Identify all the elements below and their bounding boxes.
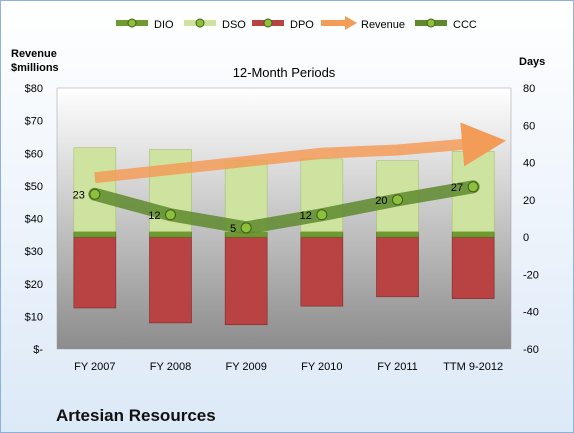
left-tick-label: $60 — [25, 148, 43, 160]
ccc-data-label: 20 — [375, 195, 387, 207]
left-tick-label: $80 — [25, 83, 43, 95]
right-tick-label: 80 — [523, 83, 535, 95]
left-tick-label: $30 — [25, 246, 43, 258]
dio-bar — [376, 231, 419, 238]
revenue-line — [94, 122, 507, 184]
dio-bar — [149, 231, 192, 238]
right-tick-label: 0 — [523, 232, 529, 244]
left-tick-label: $70 — [25, 116, 43, 128]
left-axis-title-line1: Revenue — [11, 48, 57, 60]
ccc-point — [316, 209, 328, 221]
x-tick-label: FY 2008 — [150, 361, 191, 373]
dpo-bar — [149, 236, 192, 324]
x-tick-label: FY 2007 — [74, 361, 115, 373]
right-axis: 80 60 40 20 0 -20 -40 -60 — [523, 83, 539, 356]
right-axis-title: Days — [519, 56, 545, 68]
dpo-bar — [224, 236, 268, 326]
right-tick-label: 40 — [523, 158, 535, 170]
ccc-line — [88, 180, 480, 235]
chart-title: 12-Month Periods — [233, 65, 336, 80]
dio-bar — [300, 231, 344, 238]
legend-label: DPO — [290, 19, 314, 31]
dio-bar — [451, 231, 495, 238]
ccc-point — [165, 209, 176, 221]
left-tick-label: $10 — [25, 311, 43, 323]
dpo-bar — [376, 236, 419, 298]
ccc-data-label: 23 — [73, 189, 85, 201]
dio-bar — [73, 231, 117, 238]
x-tick-label: TTM 9-2012 — [443, 361, 503, 373]
dpo-bar — [451, 236, 495, 299]
ccc-point — [89, 188, 101, 200]
ccc-data-label: 27 — [451, 182, 463, 194]
revenue-series — [94, 122, 507, 184]
right-tick-label: -40 — [523, 307, 539, 319]
legend-label: Revenue — [361, 19, 405, 31]
legend-arrowhead — [345, 16, 357, 30]
left-axis-title-line2: $millions — [11, 62, 59, 74]
ccc-data-label: 12 — [300, 210, 312, 222]
x-tick-label: FY 2009 — [225, 361, 266, 373]
x-axis: FY 2007 FY 2008 FY 2009 FY 2010 FY 2011 TTM 9… — [74, 361, 503, 373]
left-tick-label: $40 — [25, 214, 43, 226]
ccc-point — [392, 194, 403, 206]
ccc-point — [467, 181, 479, 193]
left-tick-label: $- — [33, 344, 43, 356]
dpo-bar — [300, 236, 344, 307]
left-axis: $80 $70 $60 $50 $40 $30 $20 $10 $- — [25, 83, 44, 356]
right-tick-label: -60 — [523, 344, 539, 356]
ccc-series: 23 12 5 12 20 27 — [73, 180, 480, 235]
legend-marker — [127, 18, 137, 28]
ccc-data-label: 12 — [148, 210, 160, 222]
legend-marker — [426, 18, 436, 28]
right-tick-label: 20 — [523, 195, 535, 207]
left-tick-label: $50 — [25, 181, 43, 193]
legend: DIO DSO DPO Revenue CCC — [116, 16, 477, 31]
x-tick-label: FY 2010 — [301, 361, 342, 373]
legend-marker — [263, 18, 273, 28]
legend-marker — [195, 18, 205, 28]
dpo-bar — [73, 236, 117, 309]
legend-label: DIO — [154, 19, 174, 31]
x-tick-label: FY 2011 — [377, 361, 418, 373]
left-tick-label: $20 — [25, 279, 43, 291]
right-tick-label: -20 — [523, 269, 539, 281]
ccc-point — [240, 222, 252, 234]
right-tick-label: 60 — [523, 120, 535, 132]
legend-label: DSO — [222, 19, 246, 31]
legend-label: CCC — [453, 19, 477, 31]
company-name: Artesian Resources — [56, 406, 216, 425]
ccc-data-label: 5 — [230, 223, 236, 235]
